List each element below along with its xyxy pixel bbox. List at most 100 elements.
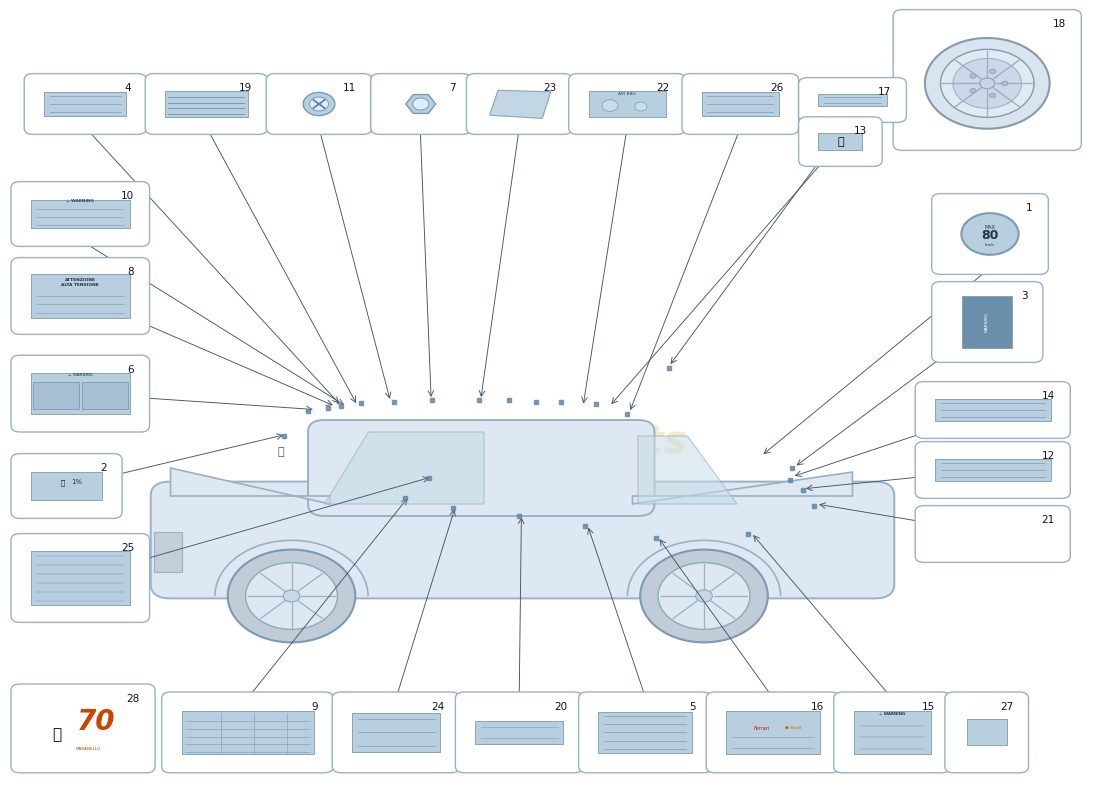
FancyBboxPatch shape [11, 534, 150, 622]
FancyBboxPatch shape [569, 74, 685, 134]
FancyBboxPatch shape [266, 74, 372, 134]
Circle shape [980, 78, 994, 89]
FancyBboxPatch shape [706, 692, 839, 773]
Text: 1%: 1% [72, 479, 82, 486]
Bar [33, 382, 78, 409]
Polygon shape [638, 436, 737, 504]
Text: 6: 6 [128, 365, 134, 374]
Text: 25: 25 [121, 543, 134, 554]
FancyBboxPatch shape [799, 78, 906, 122]
Text: 22: 22 [657, 83, 670, 94]
Text: ⚠ WARNING: ⚠ WARNING [68, 374, 92, 378]
Bar [82, 382, 128, 409]
FancyBboxPatch shape [932, 194, 1048, 274]
Text: 9: 9 [311, 702, 318, 712]
Bar [182, 710, 314, 754]
Circle shape [925, 38, 1049, 129]
FancyBboxPatch shape [162, 692, 333, 773]
FancyBboxPatch shape [308, 420, 654, 516]
Bar [31, 472, 102, 501]
Circle shape [658, 562, 750, 630]
Text: 23: 23 [543, 83, 557, 94]
Text: ATTENZIONE
ALTA TENSIONE: ATTENZIONE ALTA TENSIONE [62, 278, 99, 287]
Bar [154, 532, 182, 572]
FancyBboxPatch shape [682, 74, 799, 134]
Circle shape [635, 102, 647, 111]
Text: 19: 19 [239, 83, 252, 94]
Circle shape [940, 50, 1034, 118]
Text: 17: 17 [878, 87, 891, 98]
FancyBboxPatch shape [466, 74, 572, 134]
Bar [31, 374, 130, 414]
Text: 7: 7 [449, 83, 455, 94]
FancyBboxPatch shape [799, 117, 882, 166]
Bar [702, 92, 779, 116]
Text: 18: 18 [1053, 19, 1066, 30]
Text: 🔵: 🔵 [60, 479, 65, 486]
FancyBboxPatch shape [834, 692, 950, 773]
Bar [726, 710, 820, 754]
Text: 15: 15 [922, 702, 935, 712]
Bar [475, 721, 563, 744]
Bar [31, 551, 130, 605]
Bar [854, 710, 931, 754]
Bar [44, 92, 127, 116]
Bar [935, 399, 1050, 421]
Bar [935, 459, 1050, 481]
Bar [962, 296, 1012, 348]
Text: 4: 4 [124, 83, 131, 94]
Text: 11: 11 [343, 83, 356, 94]
FancyBboxPatch shape [915, 506, 1070, 562]
Text: passion for parts
since 1986: passion for parts since 1986 [315, 423, 686, 505]
FancyBboxPatch shape [24, 74, 146, 134]
FancyBboxPatch shape [915, 442, 1070, 498]
Text: 5: 5 [690, 702, 696, 712]
FancyBboxPatch shape [11, 258, 150, 334]
FancyBboxPatch shape [945, 692, 1028, 773]
Circle shape [953, 58, 1022, 108]
Text: 3: 3 [1021, 291, 1027, 301]
Bar [352, 713, 440, 752]
Polygon shape [490, 90, 551, 118]
Bar [31, 200, 130, 229]
FancyBboxPatch shape [932, 282, 1043, 362]
Text: 14: 14 [1042, 391, 1055, 402]
Circle shape [640, 550, 768, 642]
Text: ⚠ WARNING: ⚠ WARNING [66, 199, 95, 203]
FancyBboxPatch shape [455, 692, 583, 773]
Text: ⚠ WARNING: ⚠ WARNING [879, 712, 905, 716]
Circle shape [245, 562, 338, 630]
FancyBboxPatch shape [11, 454, 122, 518]
Circle shape [1002, 81, 1008, 86]
Circle shape [990, 93, 996, 98]
FancyBboxPatch shape [11, 182, 150, 246]
Text: MARANELLO: MARANELLO [76, 747, 101, 751]
Text: WARNING: WARNING [986, 312, 989, 332]
Text: 24: 24 [431, 702, 444, 712]
Text: km/h: km/h [986, 243, 994, 247]
FancyBboxPatch shape [893, 10, 1081, 150]
FancyBboxPatch shape [151, 482, 894, 598]
Bar [588, 90, 666, 118]
Circle shape [304, 93, 334, 115]
Bar [818, 134, 862, 150]
Text: 1: 1 [1026, 203, 1033, 214]
Text: Ferrari: Ferrari [754, 726, 770, 730]
Circle shape [602, 100, 618, 111]
Circle shape [695, 590, 713, 602]
Text: 10: 10 [121, 191, 134, 202]
Polygon shape [170, 468, 330, 504]
Circle shape [309, 97, 329, 111]
FancyBboxPatch shape [915, 382, 1070, 438]
Circle shape [970, 74, 976, 78]
Text: AIR BAG: AIR BAG [618, 92, 636, 96]
Text: 8: 8 [128, 267, 134, 278]
Text: 80: 80 [981, 229, 999, 242]
Text: 2: 2 [100, 463, 107, 473]
Text: 26: 26 [770, 83, 783, 94]
Text: 12: 12 [1042, 451, 1055, 461]
Text: 28: 28 [126, 694, 140, 704]
Text: 21: 21 [1042, 515, 1055, 525]
Polygon shape [324, 432, 484, 504]
FancyBboxPatch shape [11, 355, 150, 432]
